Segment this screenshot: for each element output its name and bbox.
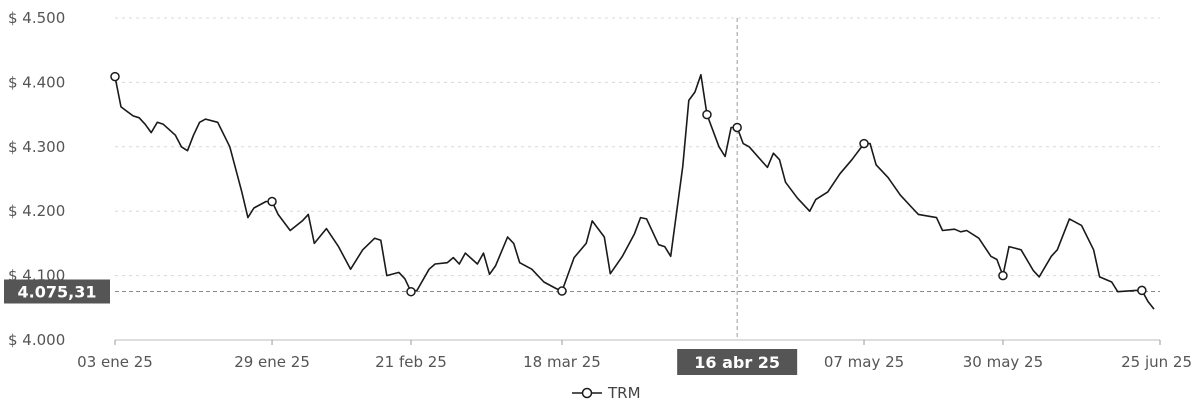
x-axis-ticks: 03 ene 25 29 ene 25 21 feb 25 18 mar 25 07 m… [77,340,1192,371]
gridlines [115,17,1160,341]
series-point-marker [267,196,277,207]
x-tick-label: 29 ene 25 [234,353,310,371]
series-point-marker [998,270,1008,281]
series-point-marker [859,138,869,149]
trm-series-line [114,73,1155,310]
series-point-marker [1137,285,1147,296]
crosshair-x-date-text: 16 abr 25 [694,353,780,372]
x-tick-label: 21 feb 25 [375,353,447,371]
crosshair-x-date-label: 16 abr 25 [677,349,798,375]
x-tick-label: 18 mar 25 [523,353,601,371]
series-point-marker [732,122,742,133]
series-point-marker [110,71,120,82]
series-markers [110,71,1147,297]
legend-line-marker-icon [572,387,602,399]
x-tick-label: 25 jun 25 [1121,353,1192,371]
y-tick-label: $ 4.400 [8,73,65,91]
crosshair-y-value-text: 4.075,31 [18,283,97,302]
chart-legend[interactable]: TRM [572,382,641,404]
trm-line-chart: $ 4.000$ 4.100$ 4.200$ 4.300$ 4.400$ 4.5… [4,9,1192,375]
series-point-marker [406,286,416,297]
series-point-marker [702,109,712,120]
y-tick-label: $ 4.500 [8,9,65,27]
y-tick-label: $ 4.300 [8,138,65,156]
series-point-marker [557,286,567,296]
x-tick-label: 07 may 25 [824,353,904,371]
x-tick-label: 03 ene 25 [77,353,153,371]
legend-label-trm: TRM [608,384,641,402]
x-tick-label: 30 may 25 [963,353,1043,371]
y-tick-label: $ 4.000 [8,331,65,349]
y-tick-label: $ 4.200 [8,202,65,220]
crosshair-y-value-label: 4.075,31 [4,279,110,304]
